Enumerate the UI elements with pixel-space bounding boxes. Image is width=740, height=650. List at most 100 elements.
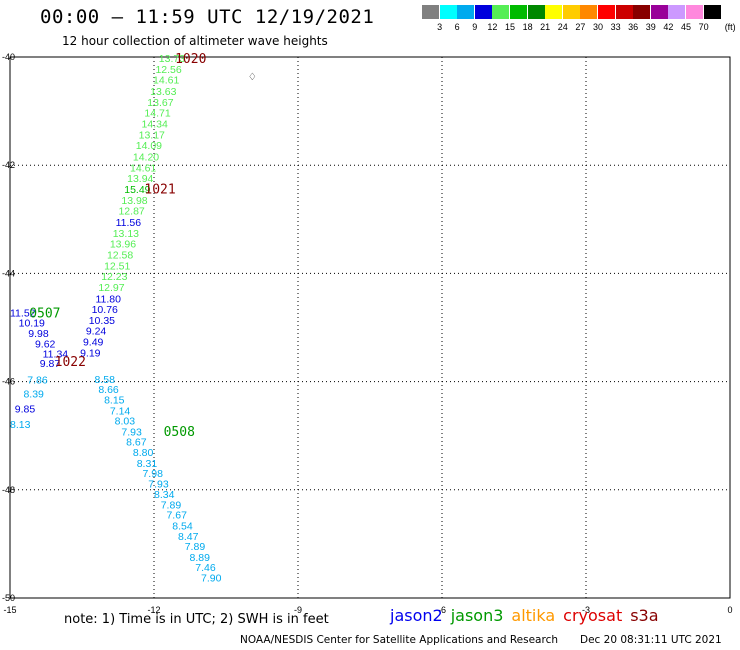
wave-height-label: 7.89 [185, 541, 206, 553]
wave-height-label: 12.87 [118, 206, 144, 218]
colorbar-tick-label: 12 [487, 22, 498, 32]
pass-time-label: 0507 [29, 306, 60, 321]
wave-height-label: 9.24 [86, 326, 107, 338]
wave-height-label: 8.67 [126, 437, 147, 449]
wave-height-label: 9.49 [83, 337, 104, 349]
wave-height-label: 8.03 [115, 416, 136, 428]
colorbar-swatch [650, 5, 668, 19]
wave-height-label: 8.58 [94, 374, 115, 386]
wave-height-label: 11.34 [43, 348, 69, 360]
generated-timestamp: Dec 20 08:31:11 UTC 2021 [580, 634, 722, 646]
x-tick-label: -15 [3, 605, 16, 615]
colorbar-tick-label: 42 [663, 22, 674, 32]
x-tick-label: -3 [582, 605, 590, 615]
chart-subtitle: 12 hour collection of altimeter wave hei… [62, 34, 328, 48]
wave-height-label: 7.98 [142, 468, 163, 480]
wave-height-label: 13.98 [121, 195, 147, 207]
colorbar-tick-label: 39 [645, 22, 656, 32]
colorbar-swatch [580, 5, 598, 19]
x-tick-label: -9 [294, 605, 302, 615]
colorbar-tick-label: 3 [437, 22, 443, 32]
colorbar-tick-label: 6 [454, 22, 460, 32]
chart-title: 00:00 – 11:59 UTC 12/19/2021 [40, 6, 375, 28]
colorbar-swatch [527, 5, 545, 19]
wave-height-label: 8.39 [23, 389, 44, 401]
wave-height-label: 7.90 [201, 572, 222, 584]
wave-height-label: 11.56 [116, 217, 142, 229]
colorbar-tick-label: 9 [472, 22, 478, 32]
colorbar-tick-label: 15 [504, 22, 515, 32]
wave-height-label: 10.35 [89, 315, 115, 327]
wave-height-label: 14.34 [142, 119, 168, 131]
colorbar-swatch [633, 5, 651, 19]
wave-height-label: 8.80 [133, 447, 154, 459]
colorbar-tick-label: 45 [680, 22, 691, 32]
wave-height-label: 8.47 [178, 531, 199, 543]
pass-time-label: 1020 [175, 52, 206, 67]
legend-entry: s3a [630, 606, 659, 625]
wave-height-label: 9.62 [35, 339, 56, 351]
wave-height-label: 13.94 [127, 173, 153, 185]
wave-height-label: 7.46 [195, 562, 216, 574]
wave-height-label: 8.66 [98, 384, 119, 396]
colorbar-unit: (ft) [724, 22, 736, 32]
plot-frame [9, 56, 731, 599]
y-tick-label: -42 [2, 160, 15, 170]
wave-height-label: 11.80 [95, 293, 121, 305]
colorbar-swatch [457, 5, 475, 19]
wave-height-label: 12.58 [107, 249, 133, 261]
legend-entry: cryosat [563, 606, 623, 625]
colorbar-tick-label: 36 [628, 22, 639, 32]
colorbar-tick-label: 24 [557, 22, 568, 32]
wave-height-label: 12.97 [98, 282, 124, 294]
legend-entry: jason2 [390, 606, 443, 625]
wave-height-label: 13.13 [113, 228, 139, 240]
wave-height-label: 14.61 [153, 75, 179, 87]
wave-height-label: 13.73 [159, 53, 185, 65]
island-marker: ♢ [248, 72, 257, 83]
wave-height-label: 10.19 [19, 318, 45, 330]
pass-time-label: 0508 [164, 425, 195, 440]
colorbar-tick-label: 30 [592, 22, 603, 32]
wave-height-label: 8.89 [190, 552, 211, 564]
colorbar-tick-label: 21 [540, 22, 551, 32]
wave-height-label: 8.15 [104, 394, 125, 406]
wave-height-label: 13.63 [150, 86, 176, 98]
wave-height-label: 8.34 [154, 489, 175, 501]
wave-height-label: 8.13 [10, 419, 31, 431]
y-tick-label: -40 [2, 52, 15, 62]
wave-height-label: 7.89 [161, 499, 182, 511]
wave-height-label: 9.98 [28, 328, 49, 340]
wave-height-label: 9.19 [80, 347, 101, 359]
colorbar-tick-label: 18 [522, 22, 533, 32]
colorbar-swatch [510, 5, 527, 19]
legend-entry: jason3 [450, 606, 504, 625]
colorbar-tick-label: 33 [610, 22, 621, 32]
wave-height-label: 12.23 [101, 271, 127, 283]
wave-height-label: 12.51 [104, 260, 130, 272]
wave-height-label: 7.14 [110, 405, 131, 417]
colorbar-swatch [422, 5, 439, 19]
wave-height-label: 7.67 [166, 510, 187, 522]
y-tick-label: -50 [2, 593, 15, 603]
pass-time-label: 1022 [55, 355, 86, 370]
colorbar-swatch [668, 5, 686, 19]
colorbar-swatch [686, 5, 703, 19]
y-tick-label: -46 [2, 377, 15, 387]
y-tick-label: -44 [2, 268, 15, 278]
wave-height-label: 14.61 [130, 162, 156, 174]
x-tick-label: -12 [147, 605, 160, 615]
wave-height-label: 7.86 [27, 374, 48, 386]
pass-time-label: 1021 [144, 182, 175, 197]
colorbar-swatch [615, 5, 633, 19]
colorbar-swatch [545, 5, 563, 19]
colorbar-swatch [562, 5, 580, 19]
wave-height-label: 11.52 [10, 307, 36, 319]
colorbar-swatch [439, 5, 457, 19]
wave-height-label: 13.67 [147, 97, 173, 109]
wave-height-label: 14.20 [133, 152, 159, 164]
colorbar-tick-label: 70 [698, 22, 709, 32]
colorbar-swatch [474, 5, 492, 19]
footnote: note: 1) Time is in UTC; 2) SWH is in fe… [64, 612, 329, 627]
